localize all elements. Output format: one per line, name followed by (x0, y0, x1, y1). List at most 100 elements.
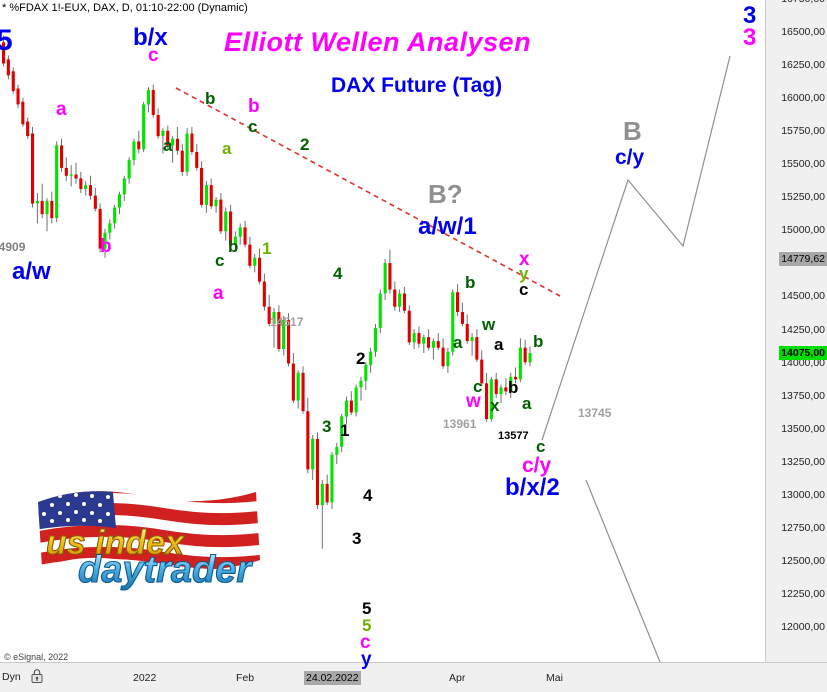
price-tick: 15000,00 (781, 224, 825, 237)
candle-body (204, 185, 208, 205)
wave-label: 2 (300, 135, 310, 154)
price-tick: 12500,00 (781, 554, 825, 567)
price-tick: 16250,00 (781, 59, 825, 72)
candle-body (354, 387, 358, 413)
wave-label: c/y (522, 454, 552, 477)
wave-label: w (466, 391, 481, 412)
wave-label: x (490, 396, 500, 415)
candle-body (84, 185, 88, 190)
candle-body (166, 130, 170, 146)
candle-body (277, 312, 281, 349)
time-tick: Apr (449, 672, 466, 684)
candle-body (480, 359, 484, 384)
projection-path-up[interactable] (541, 55, 731, 441)
chart-plot-area[interactable]: us index daytrader (0, 0, 765, 662)
wave-label: 14909 (0, 240, 26, 254)
candle-body (262, 281, 266, 307)
candle-body (335, 446, 339, 455)
wave-label: a/w/1 (418, 213, 477, 240)
wave-label: a (213, 283, 224, 304)
candle-body (325, 483, 329, 503)
price-axis[interactable]: 16750,00 16500,00 16250,00 16000,00 15750,00… (765, 0, 827, 662)
wave-label: c/y (615, 146, 645, 169)
price-tick: 16500,00 (781, 26, 825, 38)
candle-body (137, 141, 141, 150)
time-axis[interactable]: Dyn 2022 Feb 24.02.2022 Apr Mai (0, 662, 827, 692)
price-tick: 13750,00 (781, 389, 825, 402)
wave-label: a (522, 394, 532, 413)
wave-label: a (453, 333, 463, 352)
candle-body (383, 263, 387, 294)
price-tick: 15750,00 (781, 125, 825, 138)
time-tick: 24.02.2022 (304, 671, 361, 685)
wave-label: B (623, 116, 642, 146)
wave-label: c (248, 117, 258, 136)
candle-body (364, 364, 368, 381)
candle-body (514, 376, 518, 380)
candle-body (185, 133, 189, 172)
lock-icon[interactable] (30, 668, 44, 684)
projection-path-down[interactable] (585, 479, 661, 662)
candle-body (344, 400, 348, 417)
candle-body (489, 379, 493, 420)
candle-body (40, 200, 44, 215)
price-tick: 13250,00 (781, 455, 825, 468)
wave-label: c (536, 437, 546, 456)
candle-body (320, 483, 324, 506)
candle-body (6, 59, 10, 76)
candle-body (69, 174, 73, 176)
candle-body (369, 351, 373, 365)
candle-body (113, 207, 117, 224)
candle-body (422, 337, 426, 344)
candle-body (117, 194, 121, 208)
candle-body (93, 195, 97, 209)
candle-body (60, 145, 64, 168)
candlestick-svg (2, 35, 731, 662)
candle-body (11, 71, 15, 92)
candle-body (402, 293, 406, 311)
candle-body (330, 454, 334, 503)
price-tick: 14250,00 (781, 323, 825, 336)
candle-body (499, 387, 503, 394)
wave-label: b (100, 236, 112, 257)
price-tick: 12000,00 (781, 621, 825, 633)
candle-body (248, 244, 252, 266)
candle-body (31, 133, 35, 204)
candle-body (156, 115, 160, 137)
wave-label: a (222, 139, 232, 158)
candle-body (475, 337, 479, 360)
candle-body (494, 379, 498, 394)
wave-label: b/x/2 (505, 474, 560, 501)
wave-label: w (482, 315, 496, 334)
candle-body (373, 327, 377, 352)
price-tick: 13000,00 (781, 488, 825, 501)
candle-body (98, 208, 102, 249)
time-tick: 2022 (133, 672, 157, 684)
candle-body (504, 387, 508, 392)
candle-body (200, 167, 204, 205)
wave-label: c (519, 280, 529, 299)
candle-body (267, 306, 271, 324)
wave-label: 3 (743, 24, 757, 51)
candle-body (127, 159, 131, 179)
price-tick: 12750,00 (781, 521, 825, 534)
candle-body (16, 88, 20, 105)
candle-body (108, 223, 112, 233)
candle-body (74, 174, 78, 179)
candle-body (224, 211, 228, 232)
candle-body (190, 133, 194, 152)
wave-label: c (473, 377, 483, 396)
candle-body (146, 89, 150, 105)
trend-line[interactable] (175, 87, 561, 297)
wave-label: c (215, 251, 225, 270)
candle-body (209, 185, 213, 207)
price-tick: 16000,00 (781, 92, 825, 105)
candle-body (311, 438, 315, 470)
candle-body (122, 178, 126, 195)
wave-label: 13961 (443, 417, 477, 431)
wave-label: b (248, 96, 260, 117)
wave-label: 14517 (270, 315, 304, 329)
candle-body (523, 347, 527, 363)
candle-body (253, 257, 257, 266)
wave-label: 2 (356, 349, 366, 368)
